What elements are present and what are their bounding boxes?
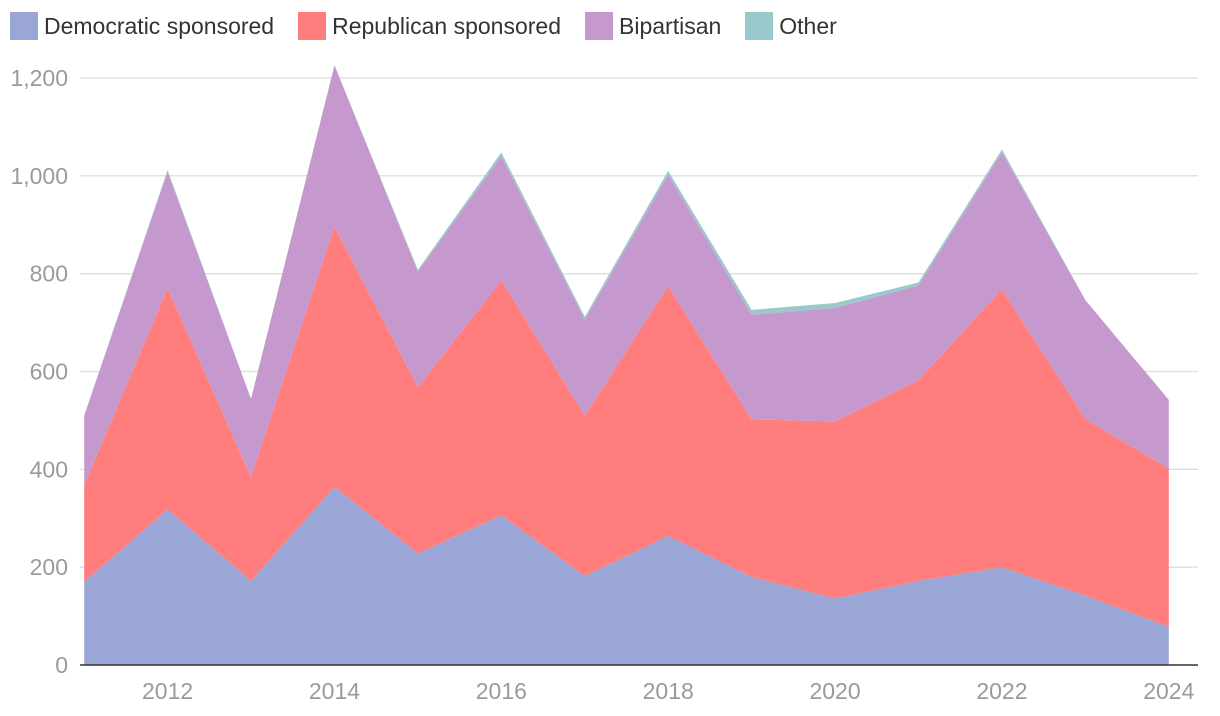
area-series xyxy=(84,65,1169,665)
legend-swatch xyxy=(298,12,327,40)
y-tick-label: 200 xyxy=(30,554,68,580)
area-bipartisan[interactable] xyxy=(84,65,1169,486)
legend-item-democratic-sponsored[interactable]: Democratic sponsored xyxy=(10,12,274,40)
y-tick-label: 1,000 xyxy=(10,163,68,189)
legend-item-other[interactable]: Other xyxy=(745,12,837,40)
x-tick-label: 2014 xyxy=(309,678,360,704)
x-tick-label: 2016 xyxy=(476,678,527,704)
legend-item-bipartisan[interactable]: Bipartisan xyxy=(585,12,721,40)
y-tick-label: 400 xyxy=(30,456,68,482)
axes: 0 200 400 600 800 1,000 1,200 2012 2014 2016 2018 2… xyxy=(10,65,1198,704)
legend-item-republican-sponsored[interactable]: Republican sponsored xyxy=(298,12,561,40)
y-tick-label: 0 xyxy=(55,652,68,678)
legend-label: Bipartisan xyxy=(619,12,722,39)
legend-swatch xyxy=(10,12,38,40)
y-tick-label: 800 xyxy=(30,261,68,287)
legend-swatch xyxy=(585,12,613,40)
x-tick-label: 2012 xyxy=(142,678,193,704)
area-democratic-sponsored[interactable] xyxy=(84,486,1169,665)
x-tick-label: 2018 xyxy=(643,678,694,704)
x-tick-label: 2022 xyxy=(976,678,1027,704)
chart-legend: Democratic sponsored Republican sponsored… xyxy=(10,8,861,44)
legend-swatch xyxy=(745,12,774,40)
legend-label: Republican sponsored xyxy=(332,12,561,39)
y-tick-label: 600 xyxy=(30,359,68,385)
x-tick-label: 2024 xyxy=(1143,678,1194,704)
legend-label: Democratic sponsored xyxy=(44,12,275,39)
area-republican-sponsored[interactable] xyxy=(84,226,1169,627)
legend-label: Other xyxy=(779,12,837,39)
y-tick-label: 1,200 xyxy=(10,65,68,91)
x-tick-label: 2020 xyxy=(809,678,860,704)
